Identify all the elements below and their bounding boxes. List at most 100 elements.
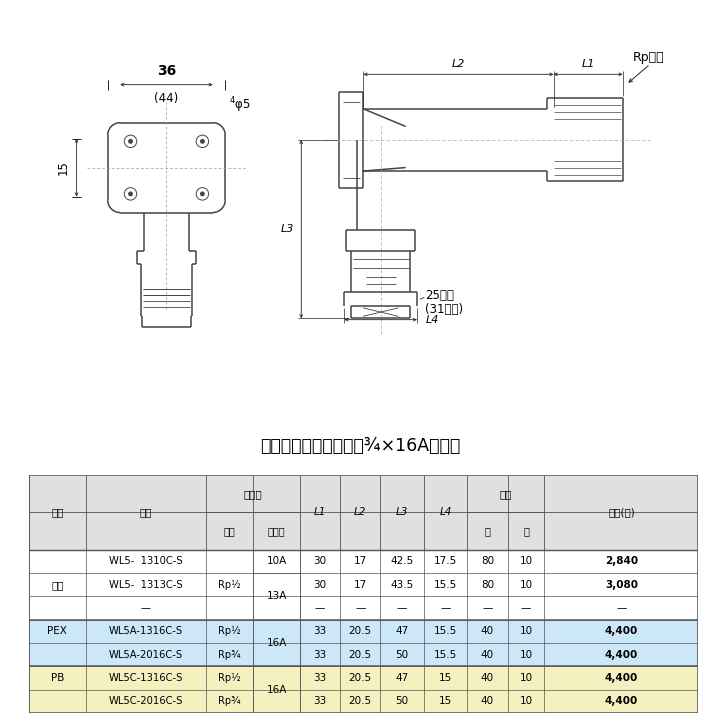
Text: 10: 10 — [519, 673, 533, 683]
Text: Rp¾: Rp¾ — [218, 649, 241, 660]
Text: 40: 40 — [481, 673, 494, 683]
Text: WL5C-1316C-S: WL5C-1316C-S — [109, 673, 183, 683]
Text: L1: L1 — [582, 59, 595, 69]
Text: —: — — [616, 603, 626, 613]
Text: —: — — [521, 603, 531, 613]
Circle shape — [201, 140, 204, 143]
Bar — [29, 690, 698, 713]
Text: $^4$φ5: $^4$φ5 — [229, 96, 251, 115]
Text: 15: 15 — [57, 160, 70, 175]
Text: 40: 40 — [481, 696, 494, 706]
Text: L3: L3 — [396, 508, 408, 518]
Text: 10: 10 — [519, 557, 533, 567]
Text: (44): (44) — [154, 91, 179, 104]
Text: 25六角: 25六角 — [426, 289, 454, 302]
Bar — [253, 666, 300, 713]
Text: 33: 33 — [313, 696, 327, 706]
Text: 大: 大 — [485, 526, 490, 536]
Text: 4,400: 4,400 — [605, 649, 638, 660]
Text: 入数: 入数 — [500, 489, 512, 499]
Text: L4: L4 — [426, 315, 438, 325]
Text: 10A: 10A — [266, 557, 287, 567]
Bar — [29, 666, 698, 690]
Text: 15: 15 — [439, 696, 452, 706]
Text: 80: 80 — [481, 580, 494, 590]
Text: 呼び径: 呼び径 — [244, 489, 263, 499]
Text: 品番: 品番 — [140, 508, 152, 518]
Text: L2: L2 — [452, 59, 465, 69]
Text: 2,840: 2,840 — [605, 557, 638, 567]
Text: —: — — [315, 603, 325, 613]
Text: Rp½: Rp½ — [218, 580, 241, 590]
Bar — [253, 620, 300, 666]
Text: L3: L3 — [281, 224, 294, 234]
Bar — [29, 643, 698, 666]
Text: 15.5: 15.5 — [434, 649, 457, 660]
Text: 43.5: 43.5 — [390, 580, 414, 590]
Circle shape — [129, 192, 132, 196]
Text: WL5C-2016C-S: WL5C-2016C-S — [109, 696, 183, 706]
Text: 17: 17 — [354, 580, 367, 590]
Text: WL5A-1316C-S: WL5A-1316C-S — [109, 626, 183, 636]
Text: 50: 50 — [395, 696, 409, 706]
Text: Rpねじ: Rpねじ — [633, 50, 665, 63]
Text: （　）内寸法は呼び径¾×16Aです。: （ ）内寸法は呼び径¾×16Aです。 — [260, 437, 460, 455]
Text: WL5-  1313C-S: WL5- 1313C-S — [109, 580, 183, 590]
Text: —: — — [441, 603, 451, 613]
Text: 適用: 適用 — [51, 508, 63, 518]
Text: Rp½: Rp½ — [218, 626, 241, 636]
Text: 20.5: 20.5 — [348, 696, 372, 706]
Text: WL5-  1310C-S: WL5- 1310C-S — [109, 557, 183, 567]
Text: 33: 33 — [313, 673, 327, 683]
Circle shape — [129, 140, 132, 143]
Text: 47: 47 — [395, 626, 409, 636]
Text: 10: 10 — [519, 580, 533, 590]
Bar — [29, 620, 698, 643]
Text: L4: L4 — [439, 508, 452, 518]
Text: —: — — [141, 603, 151, 613]
Text: 47: 47 — [395, 673, 409, 683]
Text: 10: 10 — [519, 696, 533, 706]
Text: 40: 40 — [481, 649, 494, 660]
Text: 13A: 13A — [266, 591, 287, 601]
Text: 20.5: 20.5 — [348, 673, 372, 683]
Text: 30: 30 — [313, 580, 327, 590]
Text: L2: L2 — [354, 508, 366, 518]
Text: 価格(円): 価格(円) — [608, 508, 635, 518]
Text: 33: 33 — [313, 649, 327, 660]
Text: 80: 80 — [481, 557, 494, 567]
Text: 共用: 共用 — [51, 580, 63, 590]
Bar — [29, 475, 698, 550]
Text: ねじ: ねじ — [224, 526, 235, 536]
Text: 4,400: 4,400 — [605, 696, 638, 706]
Text: 15: 15 — [439, 673, 452, 683]
Text: PB: PB — [50, 673, 64, 683]
Text: 17: 17 — [354, 557, 367, 567]
Text: 小: 小 — [523, 526, 529, 536]
Text: 15.5: 15.5 — [434, 580, 457, 590]
Text: 50: 50 — [395, 649, 409, 660]
Text: 20.5: 20.5 — [348, 649, 372, 660]
Text: 10: 10 — [519, 649, 533, 660]
Text: 40: 40 — [481, 626, 494, 636]
Text: L1: L1 — [314, 508, 326, 518]
Text: 36: 36 — [157, 64, 176, 78]
Text: 3,080: 3,080 — [605, 580, 638, 590]
Text: 16A: 16A — [266, 638, 287, 648]
Text: PEX: PEX — [48, 626, 67, 636]
Text: Rp¾: Rp¾ — [218, 696, 241, 706]
Text: Rp½: Rp½ — [218, 672, 241, 683]
Text: 42.5: 42.5 — [390, 557, 414, 567]
Text: 15.5: 15.5 — [434, 626, 457, 636]
Text: 16A: 16A — [266, 685, 287, 695]
Text: 4,400: 4,400 — [605, 626, 638, 636]
Text: (31六角): (31六角) — [426, 303, 464, 316]
Text: 樹脂管: 樹脂管 — [268, 526, 285, 536]
Text: —: — — [355, 603, 366, 613]
Text: WL5A-2016C-S: WL5A-2016C-S — [109, 649, 183, 660]
Circle shape — [201, 192, 204, 196]
Text: 20.5: 20.5 — [348, 626, 372, 636]
Text: 33: 33 — [313, 626, 327, 636]
Text: 17.5: 17.5 — [434, 557, 457, 567]
Text: 10: 10 — [519, 626, 533, 636]
